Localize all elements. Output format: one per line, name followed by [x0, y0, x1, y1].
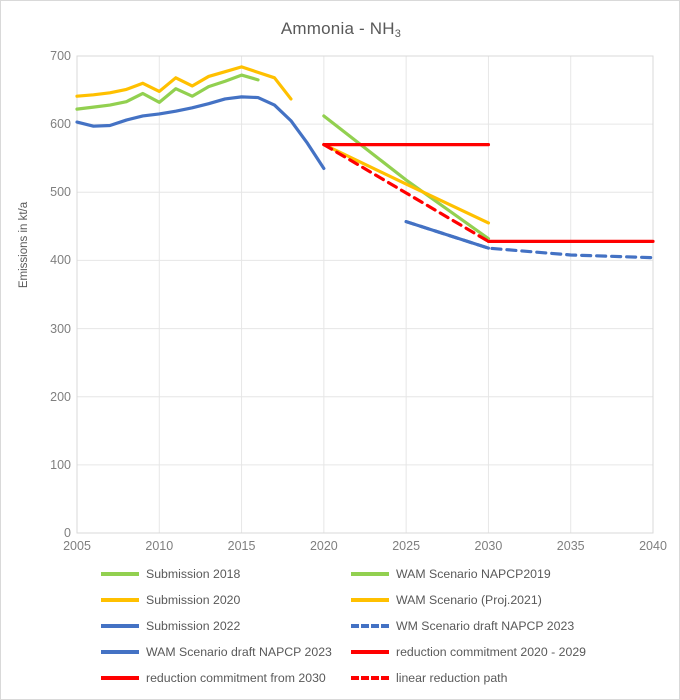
chart-title-main: Ammonia - NH — [280, 19, 395, 38]
chart-legend: Submission 2018 WAM Scenario NAPCP2019 Sub… — [101, 561, 661, 691]
legend-label: WAM Scenario NAPCP2019 — [396, 566, 551, 581]
series-line — [75, 65, 293, 101]
x-axis-tick-2035: 2035 — [556, 539, 585, 553]
y-axis-tick-500: 500 — [50, 185, 71, 200]
y-axis-tick-700: 700 — [50, 49, 71, 63]
series-line — [75, 73, 260, 111]
legend-label: WAM Scenario (Proj.2021) — [396, 592, 542, 607]
y-axis-tick-labels: 0 100 200 300 400 500 600 700 — [23, 1, 71, 699]
x-axis-tick-2040: 2040 — [639, 539, 667, 553]
legend-item[interactable]: Submission 2022 — [101, 620, 351, 632]
series-line — [322, 142, 491, 225]
y-axis-tick-400: 400 — [50, 253, 71, 268]
legend-label: linear reduction path — [396, 670, 508, 685]
legend-item[interactable]: WAM Scenario (Proj.2021) — [351, 594, 651, 606]
legend-swatch-icon — [101, 597, 139, 602]
legend-label: reduction commitment from 2030 — [146, 670, 326, 685]
series-lines — [75, 65, 655, 260]
legend-item[interactable]: reduction commitment 2020 - 2029 — [351, 646, 651, 658]
legend-item[interactable]: linear reduction path — [351, 672, 651, 684]
legend-item[interactable]: WM Scenario draft NAPCP 2023 — [351, 620, 651, 632]
legend-label: reduction commitment 2020 - 2029 — [396, 644, 587, 659]
legend-item[interactable]: Submission 2020 — [101, 594, 351, 606]
series-line — [322, 142, 491, 243]
legend-item[interactable]: reduction commitment from 2030 — [101, 672, 351, 684]
legend-item[interactable]: WAM Scenario NAPCP2019 — [351, 568, 651, 580]
series-line — [75, 95, 326, 171]
y-axis-tick-0: 0 — [64, 526, 71, 540]
y-axis-tick-600: 600 — [50, 117, 71, 132]
legend-label: Submission 2022 — [146, 618, 241, 633]
legend-item[interactable]: Submission 2018 — [101, 568, 351, 580]
x-axis-tick-2015: 2015 — [227, 539, 256, 553]
plot-frame — [76, 55, 654, 534]
legend-swatch-icon — [351, 623, 389, 628]
chart-title-subscript: 3 — [394, 28, 402, 40]
legend-swatch-icon — [351, 675, 389, 680]
x-axis-tick-2010: 2010 — [145, 539, 174, 553]
series-line — [322, 114, 491, 241]
series-line — [404, 219, 655, 260]
gridlines — [76, 55, 654, 534]
legend-swatch-icon — [101, 623, 139, 628]
legend-swatch-icon — [351, 571, 389, 576]
legend-label: WM Scenario draft NAPCP 2023 — [396, 618, 575, 633]
y-axis-tick-300: 300 — [50, 321, 71, 336]
y-axis-tick-100: 100 — [50, 457, 71, 472]
legend-label: WAM Scenario draft NAPCP 2023 — [146, 644, 332, 659]
legend-label: Submission 2018 — [146, 566, 241, 581]
legend-swatch-icon — [351, 649, 389, 654]
legend-label: Submission 2020 — [146, 592, 241, 607]
legend-item[interactable]: WAM Scenario draft NAPCP 2023 — [101, 646, 351, 658]
legend-swatch-icon — [101, 649, 139, 654]
x-axis-tick-2025: 2025 — [392, 539, 421, 553]
chart-title: Ammonia - NH3 — [1, 19, 679, 40]
legend-swatch-icon — [101, 675, 139, 680]
x-axis-tick-2030: 2030 — [474, 539, 503, 553]
legend-swatch-icon — [351, 597, 389, 602]
x-axis-tick-2020: 2020 — [309, 539, 338, 553]
x-axis-tick-2005: 2005 — [63, 539, 91, 553]
legend-swatch-icon — [101, 571, 139, 576]
y-axis-tick-200: 200 — [50, 389, 71, 404]
